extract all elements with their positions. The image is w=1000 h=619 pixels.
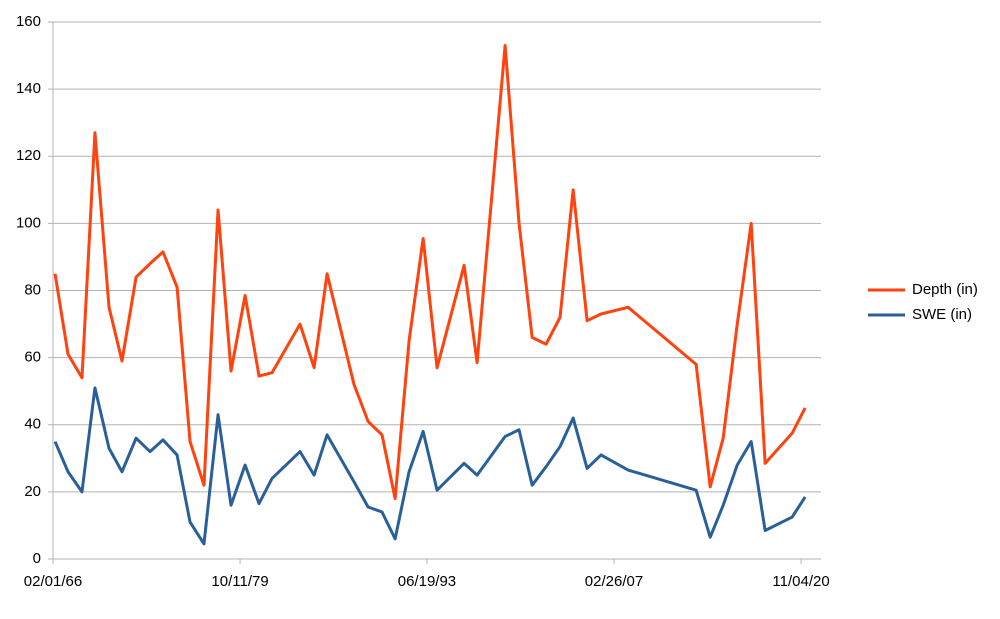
y-tick-label: 60 <box>24 349 41 366</box>
x-tick-label: 02/26/07 <box>585 573 643 590</box>
x-tick-label: 02/01/66 <box>24 573 82 590</box>
y-tick-label: 0 <box>33 550 41 567</box>
legend-label: Depth (in) <box>912 281 978 298</box>
y-tick-label: 120 <box>16 147 41 164</box>
series-line <box>53 386 807 546</box>
x-tick-label: 10/11/79 <box>211 573 268 590</box>
y-tick-label: 40 <box>24 416 41 433</box>
legend-label: SWE (in) <box>912 306 972 323</box>
y-tick-label: 80 <box>24 281 41 298</box>
x-tick-label: 11/04/20 <box>772 573 829 590</box>
series-line <box>53 43 807 501</box>
y-tick-label: 100 <box>16 214 41 231</box>
y-tick-label: 20 <box>24 483 41 500</box>
y-tick-label: 140 <box>16 80 41 97</box>
x-tick-label: 06/19/93 <box>398 573 456 590</box>
y-tick-label: 160 <box>16 13 41 30</box>
